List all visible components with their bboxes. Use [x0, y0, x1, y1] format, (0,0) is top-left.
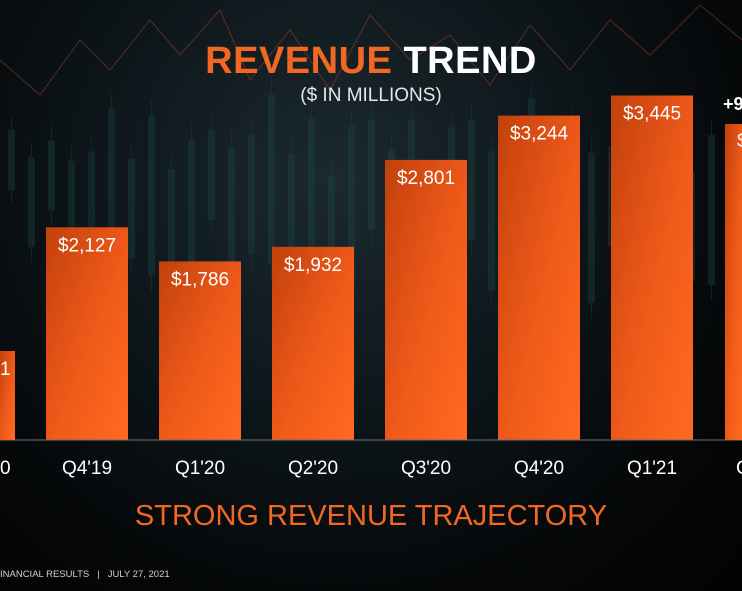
x-tick-label-partial: C — [736, 458, 742, 479]
bar-value-label-partial: $ — [737, 131, 742, 152]
bar-value-label: $3,445 — [623, 104, 681, 125]
bar-value-label-partial: 1 — [0, 359, 11, 380]
bar — [272, 246, 354, 440]
background-candle-wick — [151, 100, 152, 291]
background-candle-wick — [291, 139, 292, 270]
x-tick-label: Q1'21 — [627, 458, 677, 479]
background-candle — [68, 161, 75, 281]
background-candle-wick — [251, 119, 252, 269]
background-candle — [48, 140, 55, 211]
background-candle — [148, 115, 155, 276]
page-title: REVENUE TREND — [0, 40, 742, 83]
footer-date: JULY 27, 2021 — [107, 569, 170, 580]
background-candle-wick — [171, 154, 172, 295]
title-word: TREND — [403, 40, 537, 82]
bar-partial-left — [0, 351, 15, 440]
background-candle — [228, 147, 235, 297]
x-tick-label: Q3'20 — [401, 458, 451, 479]
background-candle-wick — [271, 79, 272, 280]
background-candle-wick — [31, 142, 32, 262]
tagline: STRONG REVENUE TRAJECTORY — [134, 500, 608, 532]
bar — [159, 261, 241, 440]
background-candle — [288, 154, 295, 255]
background-candle — [188, 139, 195, 270]
bar — [611, 95, 693, 440]
background-candle — [88, 151, 95, 232]
chart-subtitle: ($ IN MILLIONS) — [300, 85, 442, 106]
background-candle — [268, 94, 275, 265]
growth-annotation-partial: +9 — [723, 94, 742, 114]
background-candle — [208, 130, 215, 220]
background-candle-wick — [591, 138, 592, 318]
background-candle-wick — [91, 136, 92, 247]
background-candle — [588, 153, 595, 303]
footer-separator: | — [97, 569, 100, 580]
background-candle-wick — [231, 132, 232, 312]
bar — [46, 227, 128, 440]
background-candle-wick — [471, 106, 472, 256]
bar-value-label: $3,244 — [510, 124, 569, 145]
background-candle — [108, 108, 115, 249]
background-candle-wick — [111, 93, 112, 264]
background-candle — [28, 157, 35, 247]
background-candle — [488, 151, 495, 292]
background-candle — [168, 169, 175, 280]
background-candle-wick — [311, 103, 312, 274]
bar-value-label: $2,801 — [397, 168, 455, 189]
x-tick-label: Q1'20 — [175, 458, 225, 479]
bar — [498, 115, 580, 440]
background-candle-wick — [351, 110, 352, 301]
background-candle-wick — [131, 143, 132, 274]
background-candle — [308, 118, 315, 259]
background-candle — [8, 130, 15, 190]
footer-title: INANCIAL RESULTS — [0, 569, 90, 580]
bar-partial-right — [725, 124, 742, 440]
background-candle-wick — [191, 124, 192, 285]
background-candle — [708, 135, 715, 285]
footer: INANCIAL RESULTS | JULY 27, 2021 — [0, 569, 170, 580]
title-accent-word: REVENUE — [205, 40, 393, 82]
x-tick-label: Q4'19 — [62, 458, 112, 479]
background-candle — [328, 175, 335, 256]
bar-value-label: $1,932 — [284, 255, 342, 276]
x-tick-label: Q4'20 — [514, 458, 564, 479]
background-candle-wick — [211, 115, 212, 235]
x-tick-label-partial: 0 — [0, 458, 11, 479]
background-candle-wick — [711, 120, 712, 300]
background-candle — [368, 119, 375, 230]
background-candle-wick — [371, 104, 372, 245]
background-candle-wick — [71, 146, 72, 296]
bar-value-label: $2,127 — [58, 235, 116, 256]
background-candle-wick — [51, 125, 52, 226]
background-candle — [248, 134, 255, 254]
background-candle-wick — [331, 160, 332, 271]
bar — [385, 159, 467, 440]
background-trend-line — [0, 4, 742, 96]
background-candle — [468, 121, 475, 241]
background-candle — [348, 125, 355, 286]
bar-value-label: $1,786 — [171, 269, 229, 290]
x-tick-label: Q2'20 — [288, 458, 338, 479]
background-candle-wick — [11, 115, 12, 205]
background-candle-wick — [491, 136, 492, 307]
background-candle — [128, 158, 135, 259]
